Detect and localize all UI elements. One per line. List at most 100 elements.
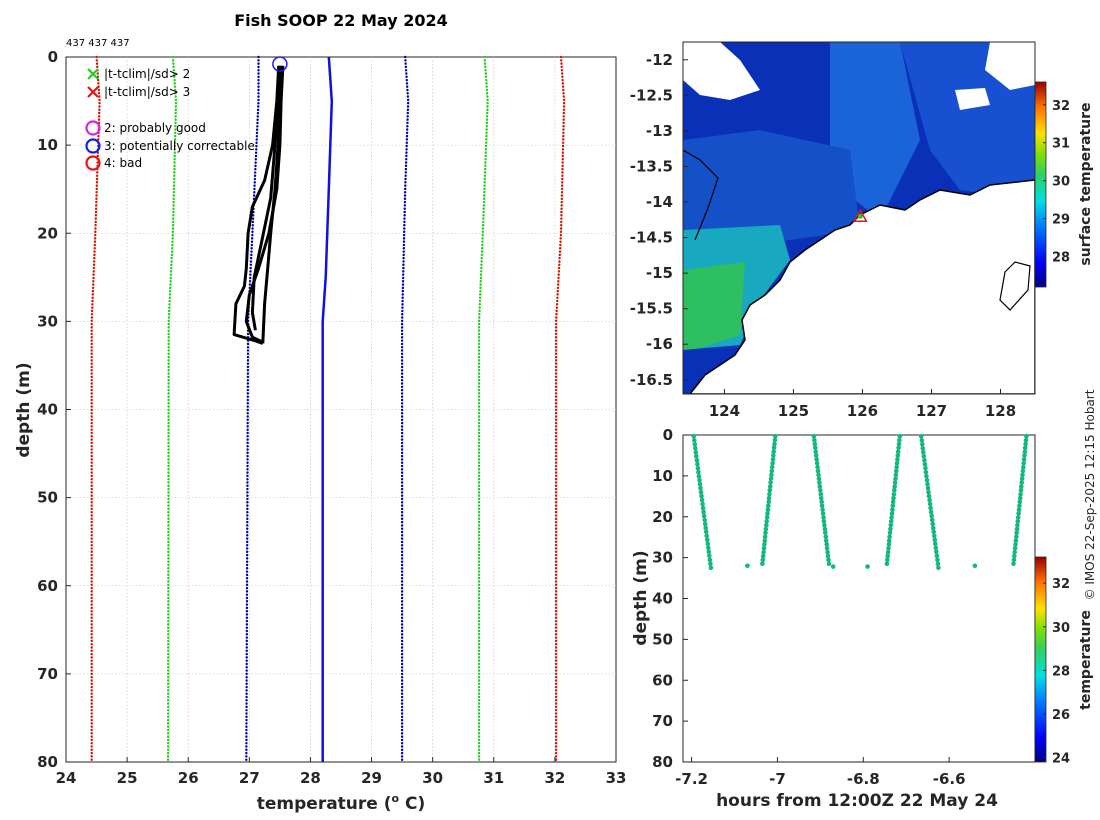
scatter-point: [1021, 464, 1026, 470]
s-y-tick-label: 30: [652, 549, 673, 567]
scatter-point: [767, 491, 772, 497]
scatter-point: [1024, 433, 1029, 439]
scatter-panel: -7.2 -7 -6.8 -6.6 0 10 20 30 40 50 60 70 80 hours fr…: [631, 426, 1094, 811]
temperature-colorbar: [1034, 556, 1047, 763]
x-tick-label: 32: [544, 769, 565, 787]
scatter-point: [771, 445, 777, 451]
scatter-point: [887, 530, 893, 536]
profile-grid: [66, 57, 616, 762]
scatter-point: [929, 517, 935, 523]
scatter-point: [890, 499, 896, 505]
profile-plot-area: [65, 56, 617, 763]
colorbar-tick-label: 30: [1052, 621, 1070, 636]
series-climatology-mean: [321, 56, 334, 762]
land: [689, 179, 1035, 394]
scatter-point: [886, 542, 892, 547]
xlabel-main: temperature (: [257, 794, 392, 814]
scatter-point: [921, 453, 927, 459]
scatter-point: [1019, 484, 1024, 489]
map-x-tick-label: 128: [985, 402, 1016, 420]
scatter-point: [770, 457, 776, 462]
scatter-point: [760, 553, 766, 559]
scatter-point: [894, 464, 899, 470]
scatter-point: [1023, 441, 1028, 447]
scatter-point: [707, 553, 712, 559]
scatter-point: [696, 473, 702, 479]
map-y-tick-label: -16: [646, 335, 673, 353]
scatter-point: [921, 449, 926, 455]
x-tick-label: 30: [422, 769, 443, 787]
scatter-point: [824, 546, 830, 551]
sst-colorbar-label: surface temperature: [1078, 102, 1094, 265]
scatter-point: [768, 480, 773, 485]
scatter-point: [1018, 491, 1023, 497]
scatter-xlabel: hours from 12:00Z 22 May 24: [716, 791, 998, 811]
scatter-point: [701, 509, 706, 515]
scatter-point: [816, 476, 822, 482]
s-y-tick-label: 60: [652, 671, 673, 689]
scatter-point: [1013, 538, 1019, 543]
scatter-point: [700, 501, 705, 507]
scatter-point: [1019, 476, 1025, 482]
scatter-point: [886, 546, 891, 551]
scatter-point: [706, 545, 711, 551]
scatter-point: [817, 484, 823, 489]
scatter-point: [927, 501, 933, 507]
scatter-point: [885, 553, 890, 559]
scatter-point: [885, 557, 890, 563]
y-tick-label: 30: [37, 312, 58, 330]
scatter-point: [926, 489, 931, 495]
legend-x-marker: [87, 68, 99, 80]
x-tick-label: 25: [117, 769, 138, 787]
scatter-point: [766, 495, 772, 501]
scatter-point: [920, 441, 925, 447]
scatter-point: [1011, 557, 1017, 563]
scatter-point: [892, 480, 898, 485]
scatter-point: [694, 457, 700, 463]
x-tick-label: 31: [483, 769, 504, 787]
scatter-point: [708, 561, 713, 567]
scatter-point: [1022, 449, 1028, 455]
scatter-point: [698, 485, 703, 491]
scatter-point: [817, 480, 822, 485]
scatter-point: [897, 437, 902, 443]
scatter-point: [812, 441, 818, 447]
scatter-point: [824, 542, 829, 547]
scatter-point: [818, 495, 824, 501]
scatter-point: [764, 515, 770, 520]
scatter-point: [695, 461, 700, 467]
legend-circle-marker: [85, 138, 101, 154]
map-y-tick-label: -15: [646, 264, 673, 282]
credit-text: © IMOS 22-Sep-2025 12:15 Hobart: [1083, 389, 1097, 600]
map-y-tick-label: -14.5: [630, 229, 673, 247]
sst-colorbar: [1034, 81, 1047, 288]
s-y-tick-label: 70: [652, 712, 673, 730]
legend-label: |t-tclim|/sd> 3: [104, 85, 190, 99]
scatter-point: [890, 503, 896, 509]
x-tick-label: 27: [239, 769, 260, 787]
scatter-point: [767, 484, 773, 489]
scatter-point: [895, 457, 900, 462]
scatter-point: [928, 509, 934, 515]
scatter-point: [762, 534, 768, 539]
scatter-point: [924, 477, 930, 483]
scatter-point: [1020, 468, 1026, 474]
scatter-point: [923, 465, 928, 471]
scatter-point: [895, 449, 901, 455]
y-tick-label: 80: [37, 753, 58, 771]
scatter-point: [930, 521, 935, 527]
scatter-point: [888, 526, 893, 532]
legend-label: 4: bad: [104, 156, 142, 170]
scatter-point: [830, 564, 836, 569]
scatter-point: [822, 526, 828, 532]
map-ticks: 124 125 126 127 128 -12 -12.5 -13 -13.5 -14 -14.5 -…: [630, 51, 1016, 420]
scatter-point: [700, 505, 706, 511]
scatter-point: [889, 515, 894, 520]
scatter-point: [1015, 515, 1021, 520]
scatter-point: [699, 497, 705, 503]
x-tick-label: 26: [178, 769, 199, 787]
map-y-tick-label: -15.5: [630, 300, 673, 318]
scatter-point: [886, 538, 892, 543]
scatter-ylabel: depth (m): [631, 550, 651, 645]
scatter-point: [770, 461, 775, 466]
